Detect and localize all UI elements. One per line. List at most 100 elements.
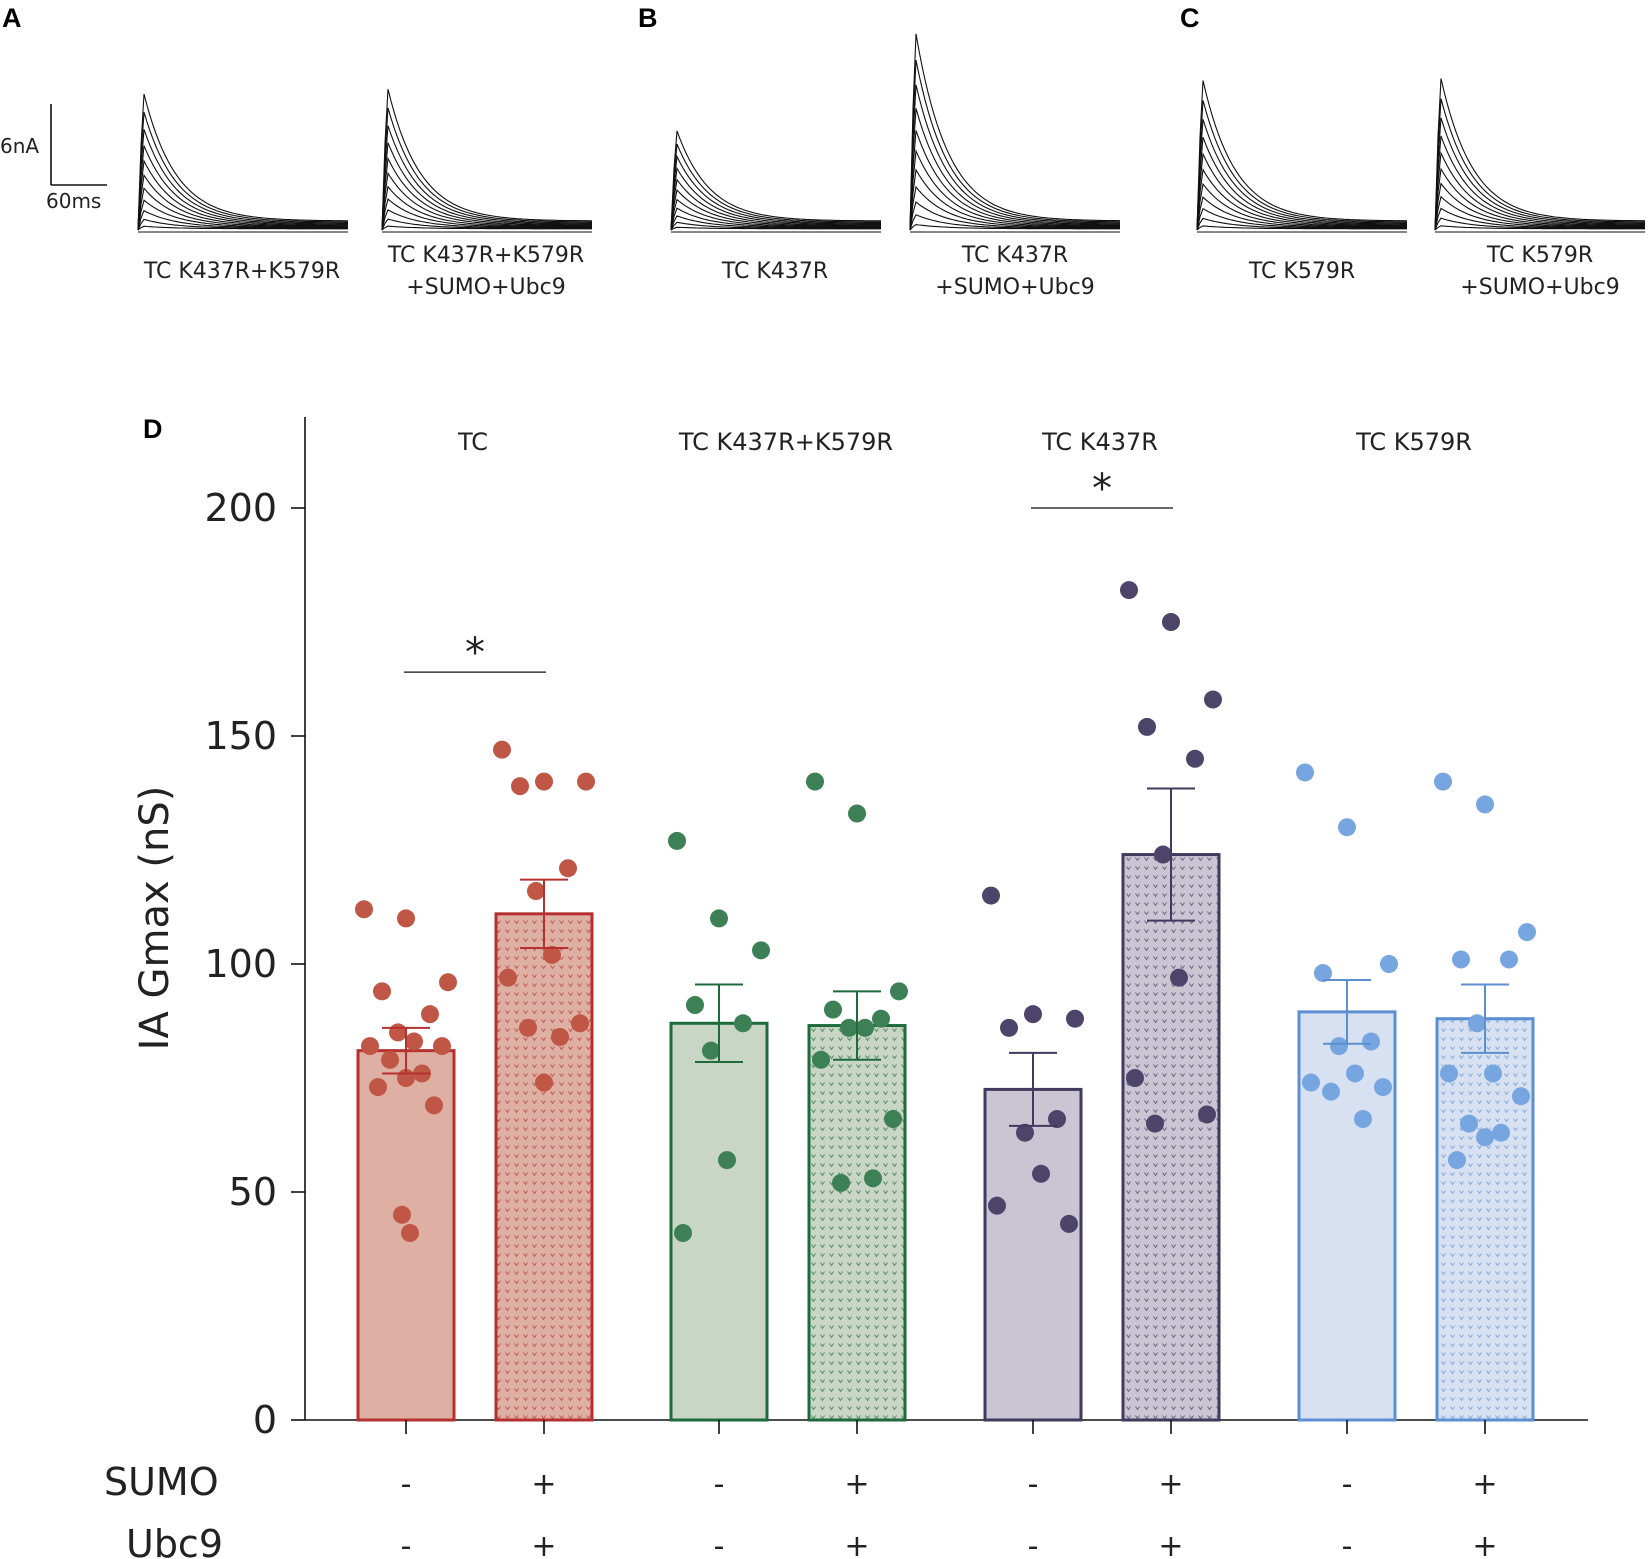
current-trace (1196, 168, 1407, 231)
current-trace (670, 198, 881, 231)
scale-bar: 6nA 60ms (0, 104, 107, 213)
data-point (1484, 1064, 1502, 1083)
current-trace (1434, 195, 1645, 231)
current-trace (137, 187, 348, 231)
ubc9-sign: + (1158, 1529, 1183, 1559)
current-trace (381, 198, 592, 231)
trace-label: TC K437R+K579R (143, 259, 340, 284)
data-point (499, 968, 517, 987)
data-point (389, 1023, 407, 1042)
current-trace (909, 201, 1120, 231)
data-point (1460, 1114, 1478, 1133)
data-point (718, 1151, 736, 1170)
trace-family: TC K437R+K579R (137, 93, 348, 284)
data-point (710, 909, 728, 928)
data-point (1512, 1087, 1530, 1106)
data-point (1048, 1110, 1066, 1129)
sumo-sign: + (1158, 1467, 1183, 1502)
ubc9-sign: - (1342, 1529, 1353, 1559)
data-point (890, 982, 908, 1001)
data-point (734, 1014, 752, 1033)
data-point (1024, 1005, 1042, 1024)
current-trace (137, 199, 348, 231)
data-point (1000, 1018, 1018, 1037)
data-point (1374, 1078, 1392, 1097)
current-trace (1434, 182, 1645, 231)
data-point (1440, 1064, 1458, 1083)
current-trace (1434, 167, 1645, 231)
data-point (381, 1050, 399, 1069)
y-ticks: 0 50 100 150 200 (204, 486, 305, 1442)
current-trace (381, 185, 592, 231)
data-point (1500, 950, 1518, 969)
current-traces: TC K437R+K579R TC K437R+K579R +SUMO+Ubc9 TC… (137, 33, 1646, 300)
data-point (702, 1041, 720, 1060)
group-title: TC K437R (1041, 428, 1158, 456)
data-point (1120, 581, 1138, 600)
current-trace (670, 207, 881, 231)
scale-time-label: 60ms (46, 189, 101, 213)
y-tick-label: 100 (204, 942, 277, 986)
data-point (571, 1014, 589, 1033)
current-trace (1196, 100, 1408, 231)
current-trace (670, 215, 881, 231)
data-point (840, 1018, 858, 1037)
data-point (1452, 950, 1470, 969)
current-trace (670, 188, 881, 231)
bar-group: TC K579R - - + + (1296, 428, 1536, 1559)
data-point (511, 777, 529, 796)
current-trace (381, 171, 592, 231)
current-trace (909, 214, 1120, 231)
bar-group: TC K437R - - + + * (982, 428, 1222, 1559)
data-point (872, 1009, 890, 1028)
data-point (1448, 1151, 1466, 1170)
current-trace (1196, 137, 1407, 231)
current-trace (137, 93, 348, 231)
group-title: TC K437R+K579R (678, 428, 893, 456)
panel-letter-d: D (143, 414, 163, 444)
ubc9-sign: + (531, 1529, 556, 1559)
group-title: TC K579R (1355, 428, 1472, 456)
current-trace (381, 142, 592, 231)
bar (494, 912, 594, 1422)
data-point (752, 941, 770, 960)
data-point (421, 1005, 439, 1024)
data-point (824, 1000, 842, 1019)
data-point (1146, 1114, 1164, 1133)
data-point (1198, 1105, 1216, 1124)
data-point (559, 859, 577, 878)
group-title: TC (457, 428, 488, 456)
data-point (535, 1073, 553, 1092)
panel-letter-b: B (638, 3, 658, 33)
current-trace (137, 111, 348, 231)
data-point (433, 1037, 451, 1056)
current-trace (137, 209, 348, 231)
trace-label: TC K437R (721, 259, 828, 284)
bar (1121, 853, 1221, 1422)
data-point (519, 1018, 537, 1037)
y-tick-label: 0 (253, 1398, 277, 1442)
bar (807, 1024, 907, 1422)
y-tick-label: 50 (229, 1170, 277, 1214)
data-point (1060, 1214, 1078, 1233)
data-point (551, 1027, 569, 1046)
data-point (856, 1018, 874, 1037)
trace-label: TC K437R+K579R (387, 243, 584, 268)
data-point (535, 772, 553, 791)
ubc9-row-label: Ubc9 (126, 1522, 223, 1559)
current-trace (1434, 78, 1646, 231)
data-point (884, 1110, 902, 1129)
sumo-sign: - (1342, 1467, 1353, 1502)
current-trace (1196, 119, 1407, 231)
current-trace (381, 107, 592, 231)
trace-label: +SUMO+Ubc9 (935, 275, 1094, 300)
current-trace (670, 130, 881, 231)
sumo-row-label: SUMO (104, 1460, 219, 1504)
data-point (1322, 1082, 1340, 1101)
trace-label: +SUMO+Ubc9 (1460, 275, 1619, 300)
trace-label: TC K579R (1486, 243, 1593, 268)
data-point (1302, 1073, 1320, 1092)
trace-family: TC K579R (1196, 80, 1408, 284)
